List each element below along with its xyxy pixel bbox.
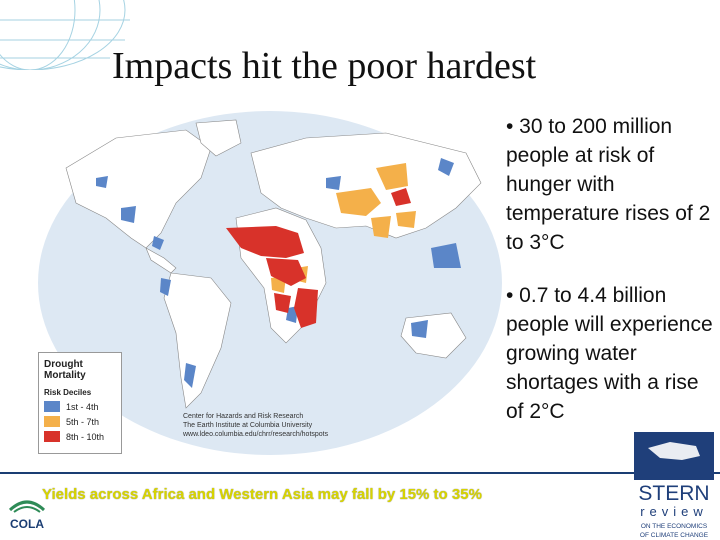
legend-subtitle: Risk Deciles: [44, 388, 92, 397]
footer-divider: [0, 472, 720, 474]
credit-line: Center for Hazards and Risk Research: [183, 413, 304, 420]
risk-high-areas: [226, 188, 411, 328]
legend-label-mid: 5th - 7th: [66, 416, 100, 427]
south-america-landmass: [163, 272, 232, 409]
stern-logo-title: STERN: [638, 482, 709, 505]
map-legend: Drought Mortality Risk Deciles 1st - 4th…: [38, 352, 122, 454]
north-america-landmass: [65, 129, 212, 249]
corner-globe-decoration: [0, 0, 130, 70]
bullet-list: • 30 to 200 million people at risk of hu…: [506, 112, 716, 450]
greenland-landmass: [195, 119, 242, 157]
central-america-landmass: [145, 247, 177, 274]
legend-label-low: 1st - 4th: [66, 401, 99, 412]
risk-low-areas: [96, 158, 461, 388]
bullet-item: • 0.7 to 4.4 billion people will experie…: [506, 284, 713, 423]
bullet-item: • 30 to 200 million people at risk of hu…: [506, 115, 711, 254]
footnote-text: Yields across Africa and Western Asia ma…: [42, 486, 482, 503]
legend-swatch-high: [44, 431, 60, 442]
cola-logo: COLA: [8, 500, 46, 531]
legend-swatch-low: [44, 401, 60, 412]
map-credit: Center for Hazards and Risk Research The…: [183, 412, 328, 439]
legend-item-low: 1st - 4th: [44, 401, 121, 412]
stern-logo-line3: ON THE ECONOMICS: [641, 523, 708, 530]
credit-line: The Earth Institute at Columbia Universi…: [183, 422, 313, 429]
legend-item-mid: 5th - 7th: [44, 416, 121, 427]
cola-logo-text: COLA: [10, 517, 44, 531]
stern-logo-review: review: [640, 504, 708, 519]
slide-title: Impacts hit the poor hardest: [112, 45, 537, 87]
eurasia-landmass: [250, 132, 482, 239]
stern-review-logo: STERN review ON THE ECONOMICS OF CLIMATE…: [634, 432, 714, 539]
legend-label-high: 8th - 10th: [66, 431, 105, 442]
legend-item-high: 8th - 10th: [44, 431, 121, 442]
legend-swatch-mid: [44, 416, 60, 427]
credit-link[interactable]: www.ldeo.columbia.edu/chrr/research/hots…: [183, 431, 329, 438]
drought-mortality-map: [38, 111, 502, 455]
legend-title: Drought Mortality: [44, 359, 86, 381]
stern-logo-line4: OF CLIMATE CHANGE: [640, 532, 709, 539]
